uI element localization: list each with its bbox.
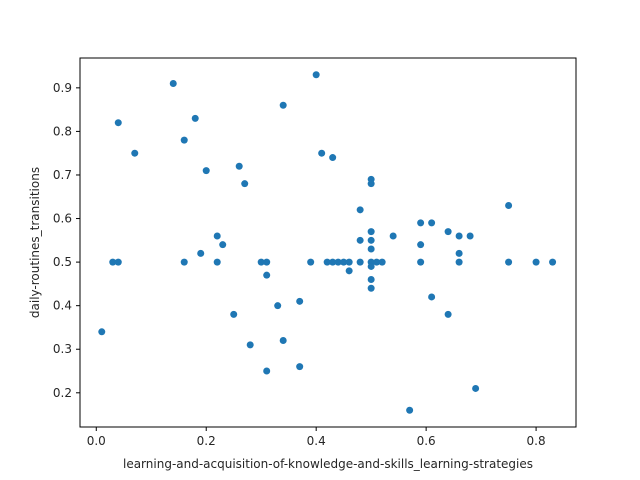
data-point: [378, 258, 386, 266]
data-point: [444, 310, 452, 318]
data-point: [98, 328, 106, 336]
data-point: [213, 258, 221, 266]
y-tick-label: 0.9: [53, 81, 72, 95]
data-point: [340, 258, 348, 266]
data-point: [235, 162, 243, 170]
data-point: [197, 249, 205, 257]
points-layer: [98, 71, 557, 414]
data-point: [549, 258, 557, 266]
y-tick-label: 0.7: [53, 168, 72, 182]
data-point: [532, 258, 540, 266]
data-point: [312, 71, 320, 79]
data-point: [389, 232, 397, 240]
x-tick-label: 0.0: [87, 434, 106, 448]
data-point: [367, 262, 375, 270]
y-axis-ticks: 0.2 0.3 0.4 0.5 0.6 0.7 0.8 0.9: [53, 81, 80, 400]
data-point: [505, 201, 513, 209]
data-point: [334, 258, 342, 266]
data-point: [356, 258, 364, 266]
plot-frame: [79, 57, 577, 428]
data-point: [263, 271, 271, 279]
data-point: [263, 367, 271, 375]
data-point: [279, 101, 287, 109]
data-point: [318, 149, 326, 157]
y-tick-label: 0.6: [53, 212, 72, 226]
data-point: [180, 258, 188, 266]
data-point: [505, 258, 513, 266]
data-point: [296, 363, 304, 371]
data-point: [202, 167, 210, 175]
y-axis-label: daily-routines_transitions: [28, 167, 42, 318]
data-point: [406, 406, 414, 414]
data-point: [131, 149, 139, 157]
data-point: [455, 258, 463, 266]
data-point: [219, 241, 227, 249]
data-point: [367, 276, 375, 284]
data-point: [191, 114, 199, 122]
data-point: [114, 258, 122, 266]
data-point: [246, 341, 254, 349]
data-point: [296, 297, 304, 305]
x-axis-label: learning-and-acquisition-of-knowledge-an…: [123, 457, 533, 471]
data-point: [356, 206, 364, 214]
data-point: [329, 154, 337, 162]
data-point: [230, 310, 238, 318]
data-point: [241, 180, 249, 188]
plot-area: [80, 58, 576, 427]
data-point: [323, 258, 331, 266]
data-point: [345, 267, 353, 275]
y-tick-label: 0.5: [53, 255, 72, 269]
y-tick-label: 0.2: [53, 386, 72, 400]
data-point: [428, 219, 436, 227]
data-point: [329, 258, 337, 266]
data-point: [417, 258, 425, 266]
x-tick-label: 0.4: [307, 434, 326, 448]
data-point: [263, 258, 271, 266]
x-tick-label: 0.2: [197, 434, 216, 448]
data-point: [466, 232, 474, 240]
data-point: [367, 284, 375, 292]
data-point: [356, 236, 364, 244]
data-point: [180, 136, 188, 144]
data-point: [109, 258, 117, 266]
data-point: [257, 258, 265, 266]
data-point: [114, 119, 122, 127]
data-point: [367, 245, 375, 253]
data-point: [367, 180, 375, 188]
data-point: [428, 293, 436, 301]
y-tick-label: 0.4: [53, 299, 72, 313]
data-point: [455, 232, 463, 240]
x-tick-label: 0.6: [417, 434, 436, 448]
data-point: [274, 302, 282, 310]
data-point: [367, 236, 375, 244]
data-point: [455, 249, 463, 257]
data-point: [213, 232, 221, 240]
data-point: [417, 219, 425, 227]
data-point: [279, 337, 287, 345]
data-point: [169, 79, 177, 87]
data-point: [345, 258, 353, 266]
y-tick-label: 0.3: [53, 342, 72, 356]
x-tick-label: 0.8: [527, 434, 546, 448]
data-point: [367, 228, 375, 236]
data-point: [307, 258, 315, 266]
data-point: [373, 258, 381, 266]
data-point: [417, 241, 425, 249]
data-point: [472, 384, 480, 392]
y-tick-label: 0.8: [53, 124, 72, 138]
data-point: [444, 228, 452, 236]
x-axis-ticks: 0.0 0.2 0.4 0.6 0.8: [87, 427, 546, 448]
